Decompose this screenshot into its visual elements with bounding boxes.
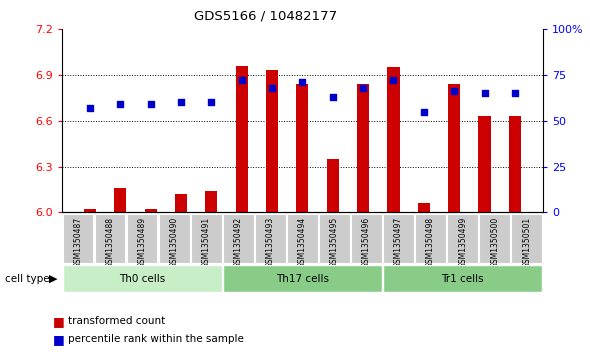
FancyBboxPatch shape: [63, 265, 222, 292]
Text: Th0 cells: Th0 cells: [119, 274, 165, 284]
Text: Tr1 cells: Tr1 cells: [441, 274, 484, 284]
Point: [389, 77, 398, 83]
Bar: [266, 70, 278, 212]
Text: GSM1350498: GSM1350498: [426, 217, 435, 268]
Point: [450, 89, 459, 94]
Bar: [509, 116, 521, 212]
Point: [85, 105, 94, 111]
FancyBboxPatch shape: [63, 214, 93, 263]
Text: ▶: ▶: [50, 274, 58, 284]
Point: [116, 101, 125, 107]
FancyBboxPatch shape: [415, 214, 446, 263]
Bar: [418, 203, 430, 212]
FancyBboxPatch shape: [223, 265, 382, 292]
FancyBboxPatch shape: [512, 214, 542, 263]
Bar: [478, 116, 491, 212]
Bar: [175, 194, 187, 212]
FancyBboxPatch shape: [319, 214, 350, 263]
Bar: [145, 209, 157, 212]
Text: GSM1350493: GSM1350493: [266, 217, 275, 268]
Text: GSM1350490: GSM1350490: [170, 217, 179, 268]
Text: GSM1350495: GSM1350495: [330, 217, 339, 268]
FancyBboxPatch shape: [447, 214, 478, 263]
Text: GSM1350494: GSM1350494: [298, 217, 307, 268]
FancyBboxPatch shape: [191, 214, 222, 263]
FancyBboxPatch shape: [94, 214, 126, 263]
Text: cell type: cell type: [5, 274, 50, 284]
Bar: [235, 66, 248, 212]
Point: [206, 99, 216, 105]
Text: percentile rank within the sample: percentile rank within the sample: [68, 334, 244, 344]
Point: [237, 77, 247, 83]
Point: [358, 85, 368, 91]
Point: [297, 79, 307, 85]
Bar: [84, 209, 96, 212]
Bar: [205, 191, 217, 212]
Point: [328, 94, 337, 100]
Point: [510, 90, 520, 96]
FancyBboxPatch shape: [159, 214, 189, 263]
FancyBboxPatch shape: [287, 214, 318, 263]
Bar: [357, 84, 369, 212]
FancyBboxPatch shape: [351, 214, 382, 263]
Text: ■: ■: [53, 333, 65, 346]
FancyBboxPatch shape: [255, 214, 286, 263]
FancyBboxPatch shape: [223, 214, 254, 263]
Text: GSM1350501: GSM1350501: [522, 217, 531, 268]
Point: [267, 85, 277, 91]
Text: GSM1350487: GSM1350487: [74, 217, 83, 268]
Bar: [296, 84, 309, 212]
Text: ■: ■: [53, 315, 65, 328]
FancyBboxPatch shape: [383, 265, 542, 292]
Text: GSM1350500: GSM1350500: [490, 217, 499, 268]
Text: transformed count: transformed count: [68, 316, 165, 326]
Point: [419, 109, 428, 114]
Point: [146, 101, 155, 107]
Text: GSM1350492: GSM1350492: [234, 217, 242, 268]
FancyBboxPatch shape: [383, 214, 414, 263]
FancyBboxPatch shape: [127, 214, 158, 263]
Text: GSM1350497: GSM1350497: [394, 217, 403, 268]
FancyBboxPatch shape: [479, 214, 510, 263]
Text: Th17 cells: Th17 cells: [276, 274, 329, 284]
Text: GSM1350491: GSM1350491: [202, 217, 211, 268]
Text: GSM1350488: GSM1350488: [106, 217, 114, 268]
Bar: [114, 188, 126, 212]
Bar: [448, 84, 460, 212]
Point: [480, 90, 489, 96]
Bar: [388, 67, 399, 212]
Text: GSM1350489: GSM1350489: [137, 217, 146, 268]
Text: GSM1350496: GSM1350496: [362, 217, 371, 268]
Text: GSM1350499: GSM1350499: [458, 217, 467, 268]
Point: [176, 99, 186, 105]
Text: GDS5166 / 10482177: GDS5166 / 10482177: [194, 9, 337, 22]
Bar: [327, 159, 339, 212]
